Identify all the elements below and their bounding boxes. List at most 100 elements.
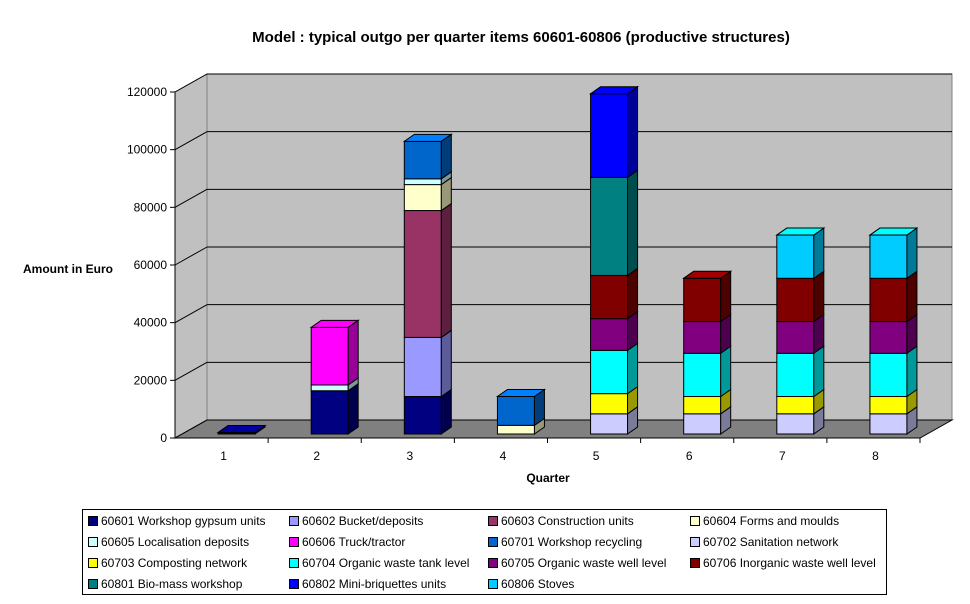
bar-segment-q3-60701 bbox=[403, 140, 442, 180]
legend-item: 60801 Bio-mass workshop bbox=[88, 574, 242, 594]
legend-swatch bbox=[488, 558, 498, 568]
legend-item: 60604 Forms and moulds bbox=[690, 511, 839, 531]
bar-segment-q6-60706-side bbox=[720, 270, 732, 323]
bar-segment-q3-60602 bbox=[403, 336, 442, 398]
bar-segment-q7-60704 bbox=[776, 352, 815, 398]
bar-segment-q5-60703 bbox=[590, 393, 629, 415]
legend-swatch bbox=[690, 516, 700, 526]
legend-label: 60602 Bucket/deposits bbox=[302, 514, 424, 528]
bar-segment-q4-60604 bbox=[496, 424, 535, 435]
bar-segment-q7-60706 bbox=[776, 277, 815, 323]
bar-segment-q7-60703 bbox=[776, 396, 815, 415]
bar-segment-q7-60806-side bbox=[813, 227, 825, 280]
legend-item: 60702 Sanitation network bbox=[690, 532, 838, 552]
chart-title: Model : typical outgo per quarter items … bbox=[252, 29, 790, 46]
bar-segment-q6-60706 bbox=[683, 277, 722, 323]
legend-swatch bbox=[488, 516, 498, 526]
legend-item: 60601 Workshop gypsum units bbox=[88, 511, 266, 531]
floor bbox=[173, 419, 954, 439]
legend-swatch bbox=[289, 537, 299, 547]
bar-segment-q5-60706 bbox=[590, 274, 629, 320]
plot-area: 0 20000 40000 60000 80000 100000 120000 1 2 3 4 5 6 7… bbox=[127, 73, 954, 463]
legend-item: 60703 Composting network bbox=[88, 553, 247, 573]
x-tick-label: 4 bbox=[500, 449, 507, 463]
legend-label: 60706 Inorganic waste well level bbox=[703, 556, 876, 570]
bar-segment-q3-60601 bbox=[403, 396, 442, 435]
bar-segment-q8-60702 bbox=[869, 413, 908, 435]
legend-swatch bbox=[88, 558, 98, 568]
y-tick-label: 0 bbox=[160, 431, 167, 445]
bar-segment-q3-60603 bbox=[403, 210, 442, 338]
legend-swatch bbox=[488, 579, 498, 589]
x-tick-label: 2 bbox=[313, 449, 320, 463]
legend-swatch bbox=[690, 558, 700, 568]
bar-segment-q8-60806 bbox=[869, 234, 908, 279]
bar-segment-q8-60704-side bbox=[906, 345, 918, 398]
bar-segment-q8-60704 bbox=[869, 352, 908, 398]
y-tick-label: 80000 bbox=[134, 200, 168, 214]
bar-segment-q2-60606-side bbox=[347, 319, 359, 386]
bar-segment-q7-60806 bbox=[776, 234, 815, 279]
legend-swatch bbox=[690, 537, 700, 547]
x-tick-label: 6 bbox=[686, 449, 693, 463]
x-axis-label: Quarter bbox=[526, 471, 570, 485]
bar-top-q6 bbox=[682, 270, 733, 279]
bar-top-q4 bbox=[495, 389, 547, 398]
x-tick-label: 1 bbox=[220, 449, 227, 463]
legend-item: 60706 Inorganic waste well level bbox=[690, 553, 876, 573]
bar-segment-q6-60704 bbox=[683, 352, 722, 398]
gridline-side bbox=[174, 131, 208, 151]
y-tick-label: 20000 bbox=[134, 373, 168, 387]
legend-swatch bbox=[88, 516, 98, 526]
legend-item: 60606 Truck/tractor bbox=[289, 532, 405, 552]
legend-swatch bbox=[488, 537, 498, 547]
bar-segment-q5-60801-side bbox=[627, 169, 639, 277]
gridline-side bbox=[174, 419, 208, 439]
bar-segment-q6-60702 bbox=[683, 413, 722, 435]
legend-swatch bbox=[289, 516, 299, 526]
bar-top-q3 bbox=[402, 133, 453, 142]
legend-item: 60603 Construction units bbox=[488, 511, 634, 531]
bar-top-q8 bbox=[868, 227, 919, 236]
bar-segment-q3-60601-side bbox=[440, 388, 452, 435]
bar-segment-q8-60703 bbox=[869, 396, 908, 415]
legend-swatch bbox=[88, 579, 98, 589]
legend-label: 60806 Stoves bbox=[501, 577, 575, 591]
legend-label: 60601 Workshop gypsum units bbox=[101, 514, 266, 528]
legend-label: 60701 Workshop recycling bbox=[501, 535, 643, 549]
bar-segment-q6-60704-side bbox=[720, 345, 732, 398]
bar-segment-q5-60705 bbox=[590, 318, 629, 351]
bar-top-q2 bbox=[309, 319, 360, 328]
bar-segment-q5-60706-side bbox=[627, 267, 639, 320]
bar-top-q7 bbox=[775, 227, 826, 236]
bar-segment-q8-60706-side bbox=[906, 270, 918, 323]
x-tick-label: 8 bbox=[872, 449, 879, 463]
bar-segment-q2-60601 bbox=[310, 390, 349, 435]
legend-item: 60806 Stoves bbox=[488, 574, 574, 594]
bar-segment-q5-60704 bbox=[590, 349, 629, 395]
bar-segment-q5-60802-side bbox=[627, 85, 639, 179]
bar-segment-q2-60601-side bbox=[347, 382, 359, 435]
legend-item: 60701 Workshop recycling bbox=[488, 532, 642, 552]
bar-segment-q2-60606 bbox=[310, 326, 349, 386]
x-tick-label: 5 bbox=[593, 449, 600, 463]
bar-segment-q8-60706 bbox=[869, 277, 908, 323]
x-tick-label: 7 bbox=[779, 449, 786, 463]
bar-segment-q3-60602-side bbox=[440, 329, 452, 398]
bar-segment-q5-60702 bbox=[590, 413, 629, 435]
bar-segment-q7-60705 bbox=[776, 321, 815, 354]
bar-segment-q6-60705 bbox=[683, 321, 722, 354]
legend-label: 60604 Forms and moulds bbox=[703, 514, 840, 528]
bar-top-q5 bbox=[588, 86, 640, 95]
legend-item: 60802 Mini-briquettes units bbox=[289, 574, 446, 594]
bar-segment-q3-60605 bbox=[403, 178, 442, 186]
legend-label: 60704 Organic waste tank level bbox=[302, 556, 470, 570]
legend-swatch bbox=[289, 558, 299, 568]
x-tick-label: 3 bbox=[406, 449, 413, 463]
bar-segment-q8-60806-side bbox=[906, 227, 918, 280]
legend-swatch bbox=[88, 537, 98, 547]
legend-label: 60606 Truck/tractor bbox=[302, 535, 406, 549]
legend-label: 60801 Bio-mass workshop bbox=[101, 577, 243, 591]
legend: 60601 Workshop gypsum units 60602 Bucket/… bbox=[82, 509, 887, 595]
